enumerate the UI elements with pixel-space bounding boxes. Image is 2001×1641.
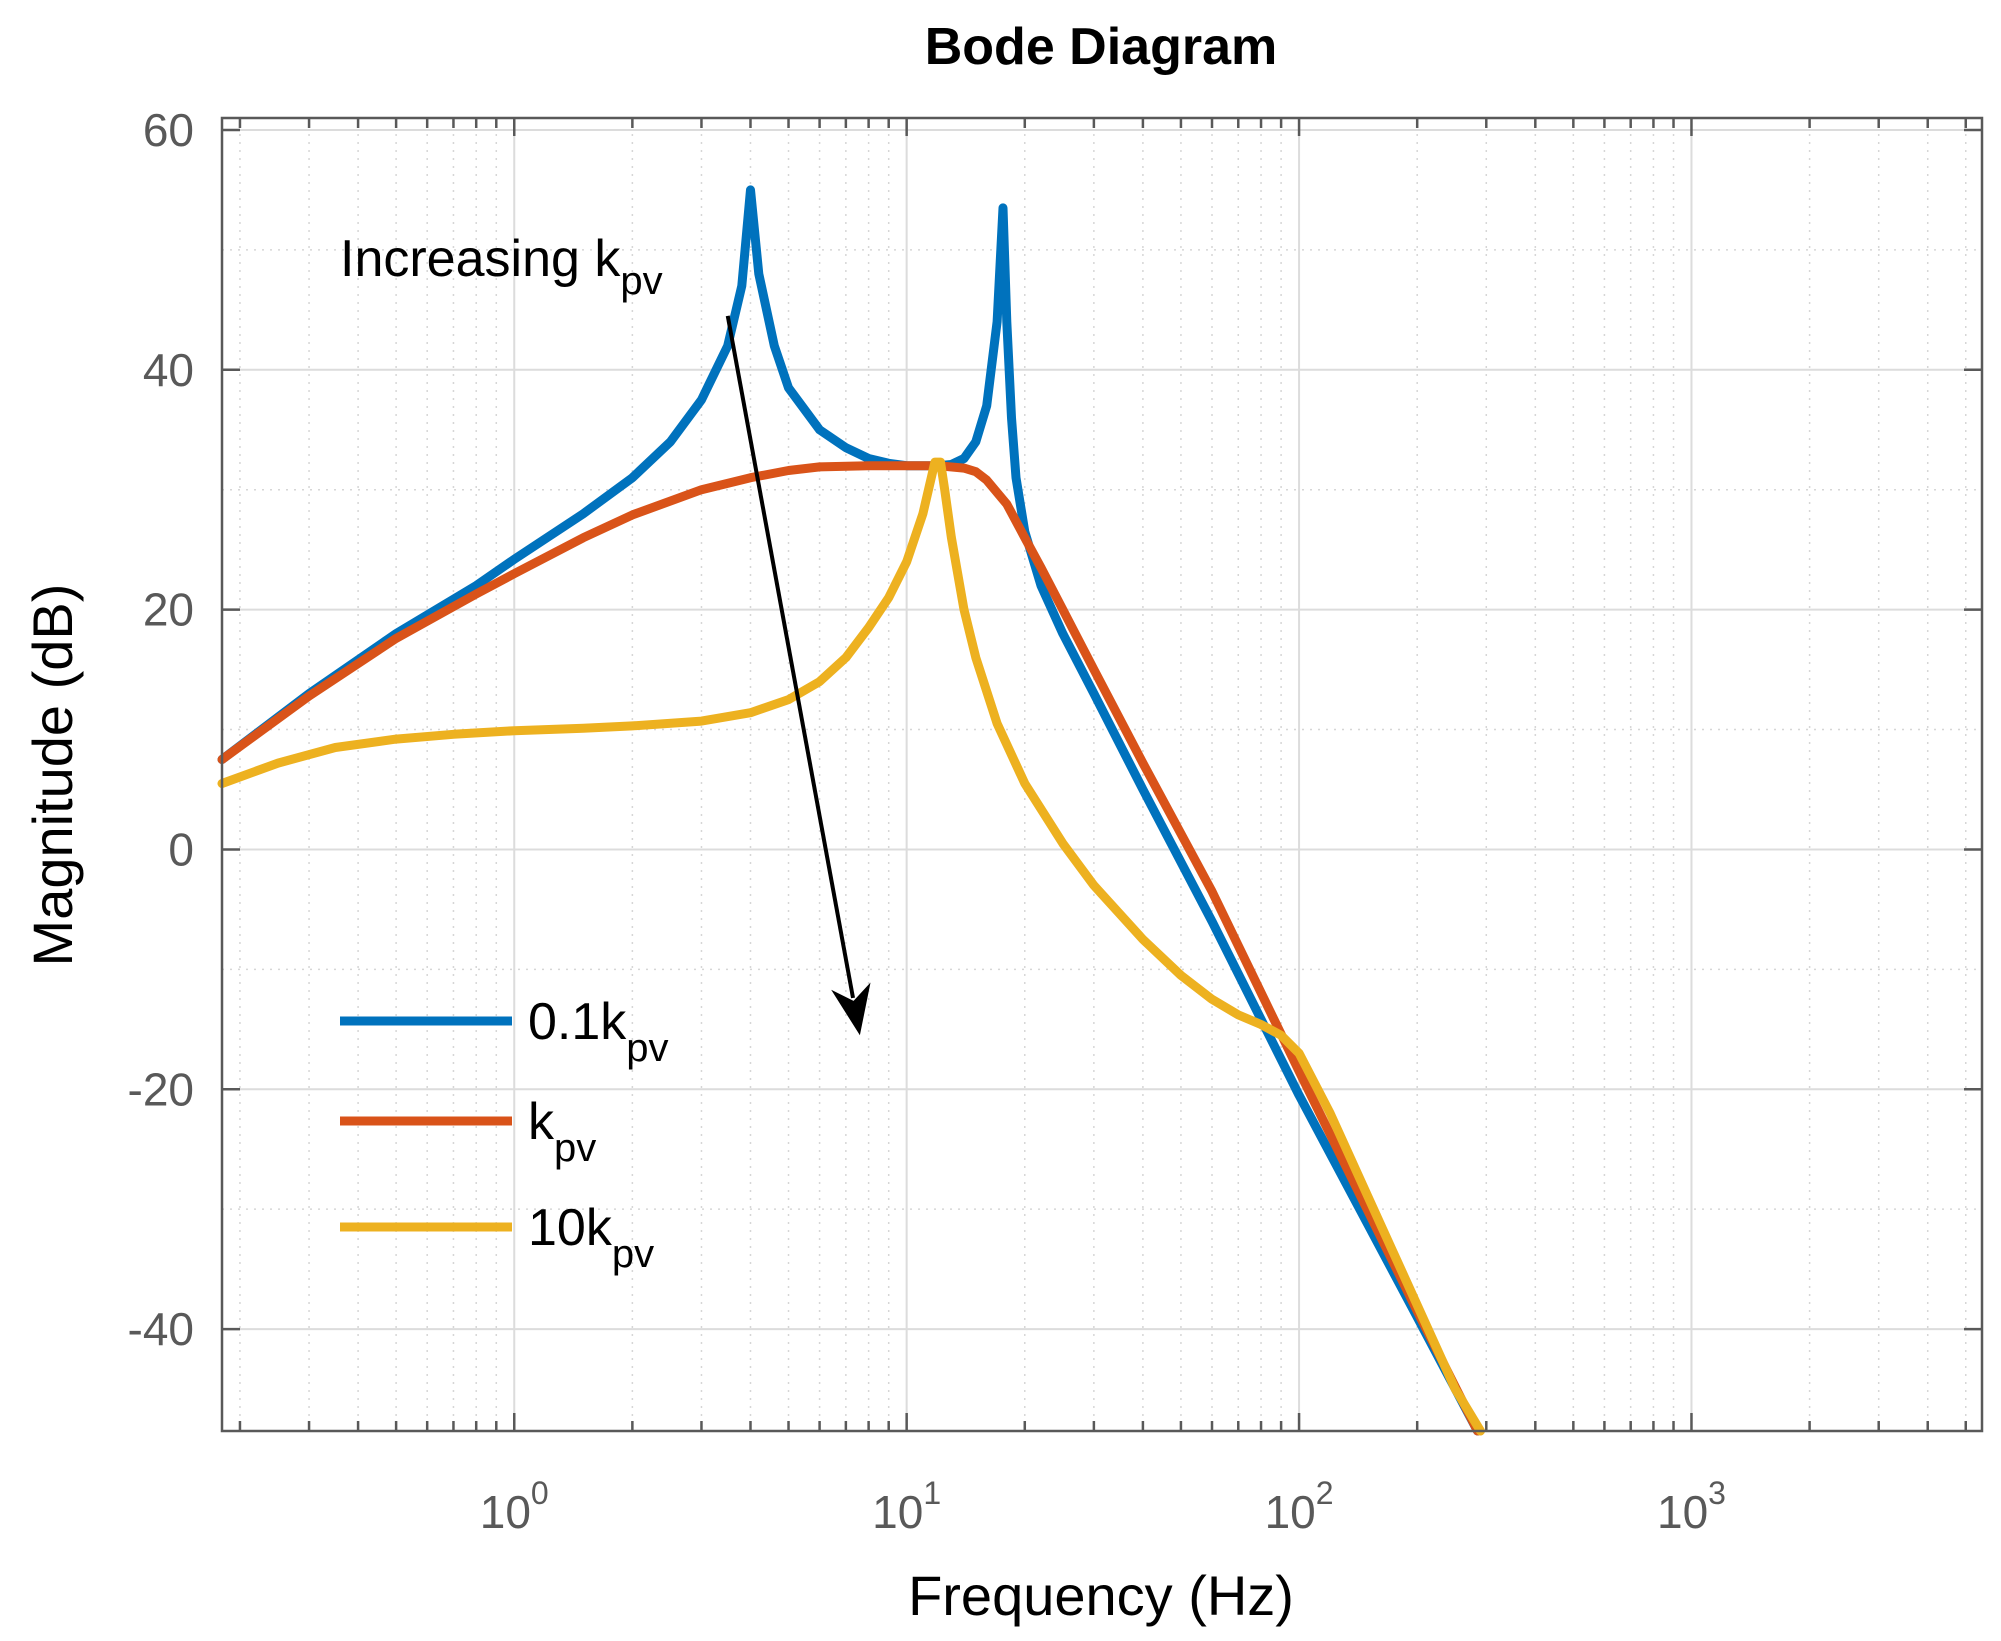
plot-border bbox=[220, 116, 1984, 1433]
y-tick-label: 60 bbox=[143, 104, 194, 156]
annotation-arrow-shaft bbox=[725, 315, 855, 999]
x-axis-label: Frequency (Hz) bbox=[908, 1564, 1294, 1627]
y-tick-label: -40 bbox=[128, 1303, 194, 1355]
legend: 0.1kpv kpv 10kpv bbox=[340, 993, 669, 1276]
grid bbox=[222, 118, 1982, 1431]
y-tick-label: 20 bbox=[143, 584, 194, 636]
x-tick-label: 102 bbox=[1265, 1475, 1334, 1538]
x-tick-label: 103 bbox=[1657, 1475, 1726, 1538]
y-axis-label: Magnitude (dB) bbox=[21, 584, 84, 967]
tick-labels: 60 40 20 0 -20 -40 100 101 102 103 bbox=[128, 104, 1726, 1538]
annotation: Increasing kpv bbox=[340, 230, 871, 1036]
legend-label: kpv bbox=[528, 1093, 596, 1170]
legend-label: 0.1kpv bbox=[528, 993, 669, 1070]
series-layer bbox=[217, 185, 1485, 1436]
plot-area bbox=[222, 118, 1982, 1431]
annotation-text: Increasing kpv bbox=[340, 230, 663, 303]
annotation-arrow-head bbox=[831, 982, 871, 1036]
y-tick-label: -20 bbox=[128, 1063, 194, 1115]
chart-title: Bode Diagram bbox=[925, 18, 1278, 76]
axes-frame bbox=[220, 116, 1984, 1433]
legend-label: 10kpv bbox=[528, 1199, 654, 1276]
y-tick-label: 40 bbox=[143, 344, 194, 396]
x-tick-label: 101 bbox=[872, 1475, 941, 1538]
series-line bbox=[217, 457, 1485, 1436]
y-tick-label: 0 bbox=[168, 823, 194, 875]
x-tick-label: 100 bbox=[480, 1475, 549, 1538]
